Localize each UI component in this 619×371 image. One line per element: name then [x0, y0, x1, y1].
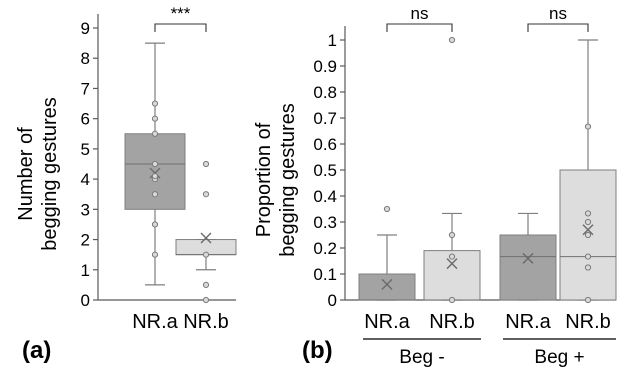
panel-b-chart: 0 0.1 0.2 0.3 0.4 0.5 0.6 0.7 0.8 0.9 1 Proportion …	[253, 4, 617, 368]
data-point	[584, 296, 592, 304]
y-tick-label: 5	[81, 140, 90, 159]
data-point	[202, 251, 210, 258]
y-tick-label: 6	[81, 110, 90, 129]
data-point	[151, 160, 159, 168]
y-tick-label: 7	[81, 79, 90, 98]
data-point	[202, 160, 210, 168]
y-axis-label: Proportion of begging gestures	[253, 103, 299, 256]
data-point	[151, 221, 159, 228]
y-axis-label-line: begging gestures	[277, 103, 299, 256]
significance-label: ***	[171, 4, 191, 23]
y-tick-label: 0	[328, 291, 337, 310]
data-point	[151, 115, 159, 122]
data-point	[202, 191, 210, 198]
y-axis-label-line: begging gestures	[39, 97, 61, 250]
mean-marker	[522, 252, 534, 264]
x-category-label: NR.a	[505, 311, 551, 333]
y-tick-label: 9	[81, 19, 90, 38]
box-iqr	[499, 234, 557, 301]
data-point	[448, 253, 456, 260]
data-point	[383, 205, 391, 213]
y-tick-label: 0.1	[313, 265, 337, 284]
data-point	[448, 296, 456, 304]
y-tick-label: 0.4	[313, 187, 337, 206]
y-tick-label: 0.9	[313, 57, 337, 76]
x-category-label: NR.b	[565, 311, 611, 333]
data-point	[151, 251, 159, 258]
y-tick-label: 0.6	[313, 135, 337, 154]
y-tick-label: 0.2	[313, 239, 337, 258]
y-tick-label: 0.7	[313, 109, 337, 128]
mean-marker	[582, 224, 594, 236]
box-iqr	[124, 133, 186, 210]
x-category-label: NR.b	[429, 311, 475, 333]
significance-bracket	[154, 23, 207, 32]
y-tick-label: 4	[81, 170, 90, 189]
y-tick-label: 0.8	[313, 83, 337, 102]
x-category-label: NR.a	[364, 311, 410, 333]
data-point	[151, 191, 159, 198]
y-tick-label: 1	[328, 31, 337, 50]
data-point	[584, 264, 592, 271]
box-iqr	[358, 273, 416, 301]
y-tick-label: 2	[81, 231, 90, 250]
data-point	[151, 130, 159, 137]
y-tick-label: 8	[81, 49, 90, 68]
significance-bracket	[386, 23, 453, 32]
mean-marker	[200, 232, 212, 244]
data-point	[584, 218, 592, 226]
panel-label: (a)	[22, 337, 51, 364]
mean-marker	[381, 278, 393, 290]
group-label: Beg +	[534, 347, 584, 368]
x-category-label: NR.a	[132, 311, 178, 333]
y-tick-label: 0.5	[313, 161, 337, 180]
data-point	[202, 281, 210, 288]
significance-bracket	[527, 23, 589, 32]
y-tick-label: 3	[81, 200, 90, 219]
y-tick-label: 0	[81, 291, 90, 310]
data-point	[584, 123, 592, 130]
y-axis-label: Number of begging gestures	[15, 97, 61, 250]
data-point	[448, 36, 456, 44]
significance-label: ns	[549, 4, 567, 23]
group-label: Beg -	[399, 347, 444, 368]
mean-marker	[446, 258, 458, 270]
data-point	[151, 100, 159, 107]
significance-label: ns	[411, 4, 429, 23]
y-tick-label: 1	[81, 261, 90, 280]
data-point	[584, 253, 592, 260]
data-point	[448, 231, 456, 239]
y-axis-label-line: Number of	[15, 127, 37, 221]
x-category-label: NR.b	[183, 311, 229, 333]
y-axis-label-line: Proportion of	[253, 122, 275, 237]
data-point	[584, 231, 592, 239]
data-point	[202, 296, 210, 304]
y-tick-label: 0.3	[313, 213, 337, 232]
data-point	[584, 210, 592, 217]
data-point	[151, 172, 159, 180]
panel-label: (b)	[302, 337, 333, 364]
